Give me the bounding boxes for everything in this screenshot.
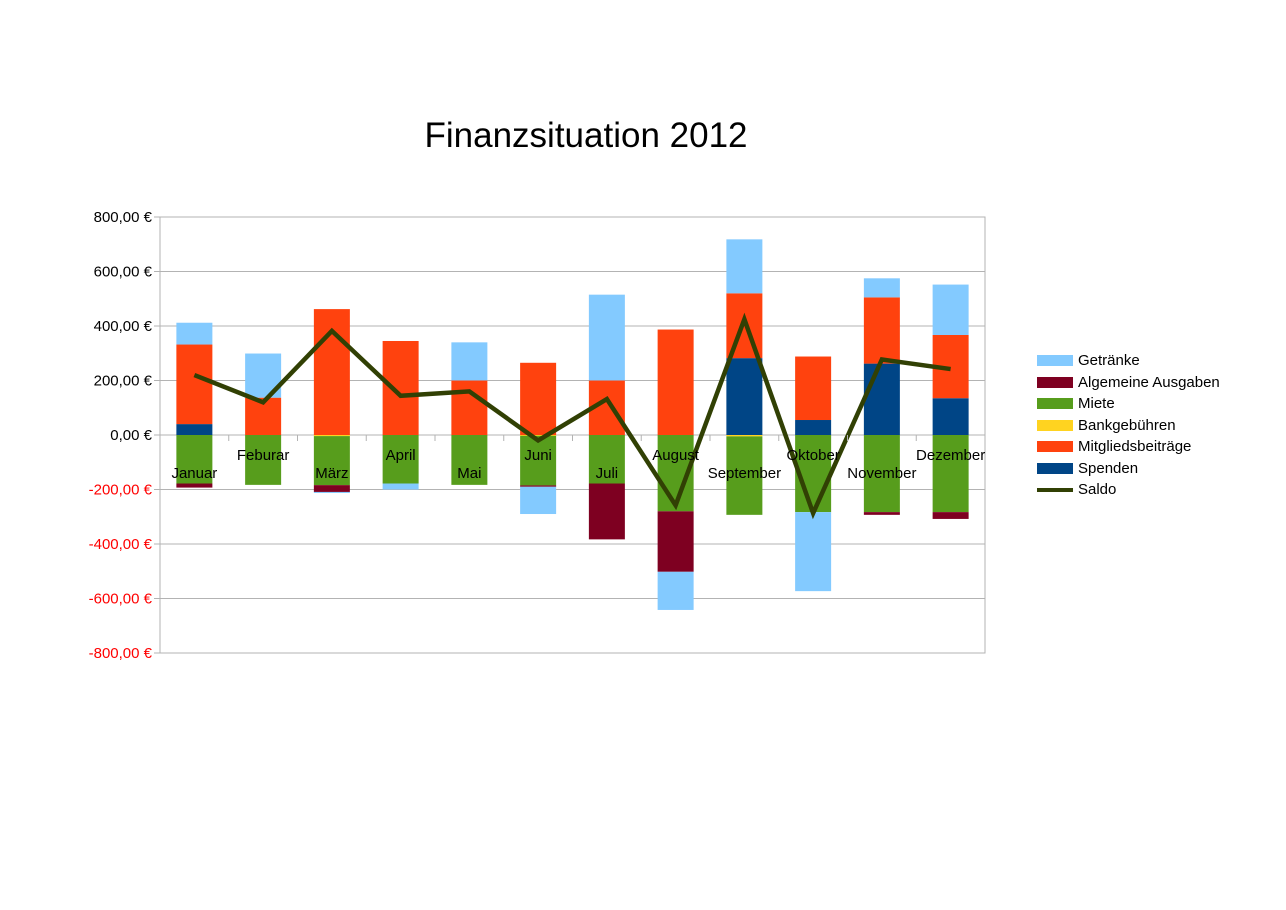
bar-segment xyxy=(932,398,969,435)
legend-swatch xyxy=(1037,487,1073,492)
bar-segment xyxy=(795,420,832,435)
legend-item: Getränke xyxy=(1037,350,1220,372)
category-label: November xyxy=(847,465,916,482)
legend-swatch xyxy=(1037,462,1073,474)
legend-swatch xyxy=(1037,441,1073,453)
category-label: Juli xyxy=(596,465,619,482)
bar-segment xyxy=(451,435,488,485)
y-tick-label: 400,00 € xyxy=(94,318,153,335)
bar-segment xyxy=(520,435,557,436)
legend-label: Getränke xyxy=(1078,352,1140,370)
legend-label: Miete xyxy=(1078,395,1115,413)
bar-segment xyxy=(176,424,213,435)
bar-segment xyxy=(176,344,213,425)
category-label: September xyxy=(708,465,781,482)
category-label: Juni xyxy=(524,447,552,464)
bar-segment xyxy=(245,435,282,485)
legend-label: Bankgebühren xyxy=(1078,416,1176,434)
y-tick-label: -400,00 € xyxy=(89,536,153,553)
grid-lines xyxy=(160,216,985,654)
bar-segment xyxy=(657,329,694,435)
legend-item: Miete xyxy=(1037,393,1220,415)
category-label: Januar xyxy=(171,465,217,482)
bar-segment xyxy=(588,294,625,381)
legend-swatch xyxy=(1037,376,1073,388)
bar-segment xyxy=(932,512,969,519)
y-tick-label: -800,00 € xyxy=(89,645,153,662)
category-label: August xyxy=(652,447,700,464)
category-label: April xyxy=(386,447,416,464)
legend-item: Saldo xyxy=(1037,479,1220,501)
bar-segment xyxy=(863,363,900,435)
category-label: Dezember xyxy=(916,447,985,464)
bar-segment xyxy=(520,485,557,487)
bar-segment xyxy=(726,435,763,437)
bar-segment xyxy=(863,512,900,515)
legend-item: Spenden xyxy=(1037,458,1220,480)
bar-segment xyxy=(520,435,557,486)
bar-segment xyxy=(932,284,969,335)
bar-segment xyxy=(382,340,419,435)
legend-label: Saldo xyxy=(1078,481,1117,499)
legend-swatch xyxy=(1037,419,1073,431)
legend-label: Mitgliedsbeiträge xyxy=(1078,438,1192,456)
y-tick-label: -600,00 € xyxy=(89,591,153,608)
bar-segment xyxy=(726,436,763,515)
bar-segment xyxy=(451,342,488,381)
saldo-line xyxy=(193,312,951,520)
y-tick-label: 0,00 € xyxy=(110,427,152,444)
category-label: März xyxy=(315,465,348,482)
bar-segment xyxy=(313,435,350,437)
y-tick-label: -200,00 € xyxy=(89,482,153,499)
bar-segment xyxy=(588,435,625,484)
legend-item: Mitgliedsbeiträge xyxy=(1037,436,1220,458)
y-tick-label: 600,00 € xyxy=(94,264,153,281)
bar-segment xyxy=(657,511,694,572)
bar-segment xyxy=(313,436,350,486)
bar-segment xyxy=(451,380,488,435)
legend-label: Spenden xyxy=(1078,459,1139,477)
bar-segment xyxy=(657,571,694,610)
bar-segment xyxy=(863,435,900,513)
bar-segment xyxy=(726,239,763,294)
category-label: Feburar xyxy=(237,447,290,464)
y-tick-label: 800,00 € xyxy=(94,209,153,226)
legend-swatch xyxy=(1037,398,1073,410)
bar-segment xyxy=(863,297,900,364)
x-axis: Januar Feburar März April Mai Juni Juli August S… xyxy=(171,447,985,482)
bar-segment xyxy=(795,356,832,421)
legend: Getränke Algemeine Ausgaben Miete Bankgebüh… xyxy=(1037,350,1220,501)
bar-segment xyxy=(382,483,419,490)
bar-segment xyxy=(313,485,350,492)
chart-title: Finanzsituation 2012 xyxy=(424,116,748,155)
bar-series xyxy=(176,239,969,610)
bar-segment xyxy=(382,435,419,484)
legend-label: Algemeine Ausgaben xyxy=(1078,373,1220,391)
y-tick-label: 200,00 € xyxy=(94,373,153,390)
bar-segment xyxy=(313,491,350,493)
legend-item: Bankgebühren xyxy=(1037,415,1220,437)
bar-segment xyxy=(176,483,213,488)
bar-segment xyxy=(932,435,969,513)
bar-segment xyxy=(520,362,557,435)
saldo-polyline xyxy=(193,312,951,520)
bar-segment xyxy=(520,486,557,515)
bar-segment xyxy=(176,435,213,484)
bar-segment xyxy=(726,358,763,435)
category-label: Oktober xyxy=(786,447,839,464)
bar-segment xyxy=(176,322,213,345)
bar-segment xyxy=(588,483,625,540)
bar-segment xyxy=(795,512,832,592)
category-label: Mai xyxy=(457,465,481,482)
legend-swatch xyxy=(1037,355,1073,367)
y-axis: 800,00 € 600,00 € 400,00 € 200,00 € 0,00 € -2… xyxy=(89,209,986,662)
bar-segment xyxy=(863,278,900,298)
legend-item: Algemeine Ausgaben xyxy=(1037,372,1220,394)
